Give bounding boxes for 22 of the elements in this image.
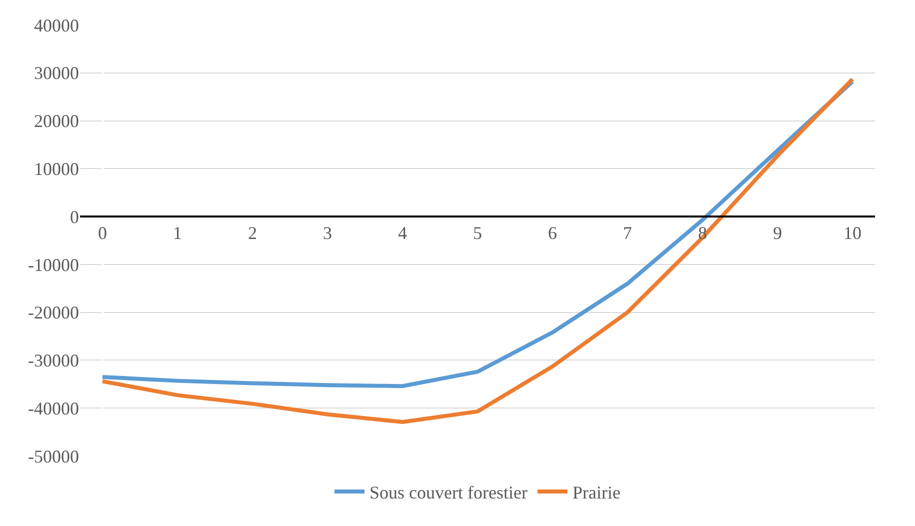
- x-tick-label: 2: [248, 222, 257, 243]
- x-tick-label: 0: [98, 222, 107, 243]
- x-tick-label: 5: [473, 222, 482, 243]
- y-tick-label: -30000: [28, 350, 79, 371]
- legend-label: Sous couvert forestier: [370, 482, 528, 502]
- y-tick-label: 40000: [34, 15, 79, 36]
- y-tick-label: -20000: [28, 302, 79, 323]
- x-tick-label: 7: [623, 222, 632, 243]
- y-tick-label: 20000: [34, 111, 79, 132]
- x-tick-label: 6: [548, 222, 557, 243]
- x-tick-label: 3: [323, 222, 332, 243]
- y-tick-label: -40000: [28, 398, 79, 418]
- y-tick-label: -50000: [28, 446, 79, 466]
- legend-label: Prairie: [572, 482, 620, 502]
- x-tick-label: 4: [398, 222, 407, 243]
- y-tick-label: -10000: [28, 254, 79, 275]
- x-tick-label: 9: [773, 222, 782, 243]
- y-tick-label: 0: [70, 206, 79, 227]
- y-tick-label: 30000: [34, 63, 79, 84]
- x-tick-label: 1: [173, 222, 182, 243]
- y-tick-label: 10000: [34, 158, 79, 179]
- x-tick-label: 10: [844, 222, 862, 243]
